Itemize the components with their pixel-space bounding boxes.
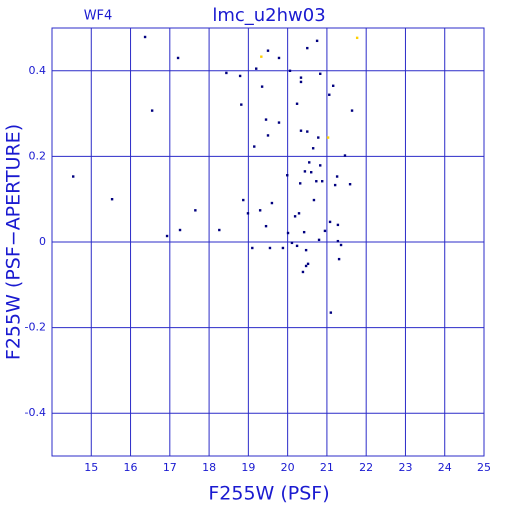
point [326, 136, 330, 139]
point [297, 212, 301, 215]
point [339, 243, 343, 247]
point [176, 56, 180, 60]
point [299, 182, 302, 185]
point [299, 129, 303, 132]
point [242, 198, 245, 202]
point [331, 84, 335, 87]
point [303, 170, 307, 173]
point [281, 246, 285, 250]
point [194, 209, 197, 212]
point [336, 223, 340, 227]
point [286, 231, 290, 235]
y-tick-label: -0.2 [25, 321, 46, 334]
point [295, 244, 299, 248]
point [178, 228, 182, 232]
point [246, 212, 250, 215]
point [143, 35, 147, 39]
x-tick-label: 22 [359, 461, 373, 474]
point [343, 154, 347, 157]
point [333, 183, 337, 187]
chart-title: lmc_u2hw03 [212, 5, 325, 26]
point [304, 248, 308, 252]
point [312, 198, 316, 202]
point [264, 118, 268, 121]
point [329, 311, 333, 314]
point [218, 228, 221, 232]
point [253, 145, 256, 148]
point [165, 234, 169, 238]
point [150, 109, 154, 112]
x-tick-label: 19 [241, 461, 255, 474]
y-axis-label: F255W (PSF−APERTURE) [3, 124, 25, 360]
point [319, 72, 322, 75]
y-tick-label: -0.4 [25, 406, 46, 419]
x-axis-label: F255W (PSF) [208, 483, 329, 505]
point [251, 246, 254, 250]
point [328, 220, 332, 224]
point [335, 175, 339, 178]
point [348, 183, 352, 186]
point [295, 102, 299, 105]
point [355, 36, 359, 40]
point [299, 76, 303, 79]
point [310, 171, 313, 174]
x-tick-label: 25 [477, 461, 491, 474]
point [255, 67, 258, 70]
point [225, 71, 228, 75]
point [266, 134, 270, 137]
point [268, 246, 272, 250]
point [288, 69, 292, 72]
point [277, 121, 281, 124]
point [110, 198, 114, 201]
x-tick-label: 17 [163, 461, 177, 474]
point [336, 239, 340, 243]
point [302, 230, 306, 234]
chip-label: WF4 [84, 9, 113, 24]
point [306, 46, 309, 50]
point [264, 224, 268, 228]
point [308, 161, 311, 164]
point [286, 174, 289, 177]
point [258, 209, 262, 212]
point [306, 262, 310, 266]
point [315, 39, 319, 43]
point [317, 238, 321, 242]
point [323, 229, 327, 233]
point [319, 164, 322, 167]
point [350, 109, 354, 112]
point [337, 257, 341, 261]
y-tick-label: 0.2 [29, 149, 47, 162]
point [328, 93, 331, 96]
x-tick-label: 15 [84, 461, 98, 474]
point [260, 55, 263, 58]
point [72, 175, 75, 178]
point [238, 74, 242, 78]
point [266, 49, 270, 52]
point [240, 103, 243, 106]
point [306, 130, 309, 133]
point [299, 80, 303, 84]
point [260, 85, 264, 88]
point [290, 241, 294, 245]
point [270, 201, 274, 205]
x-tick-label: 18 [202, 461, 216, 474]
point [301, 270, 305, 274]
point [311, 147, 315, 150]
point [315, 180, 318, 183]
plot-frame [51, 27, 485, 457]
y-tick-label: 0.4 [29, 64, 47, 77]
point [277, 56, 281, 60]
point [320, 180, 324, 183]
x-tick-label: 16 [124, 461, 138, 474]
x-tick-label: 23 [398, 461, 412, 474]
y-tick-label: 0 [39, 235, 46, 248]
point [317, 136, 320, 139]
x-tick-label: 24 [438, 461, 452, 474]
x-tick-label: 20 [281, 461, 295, 474]
point [293, 215, 297, 218]
x-tick-label: 21 [320, 461, 334, 474]
point [304, 264, 308, 268]
